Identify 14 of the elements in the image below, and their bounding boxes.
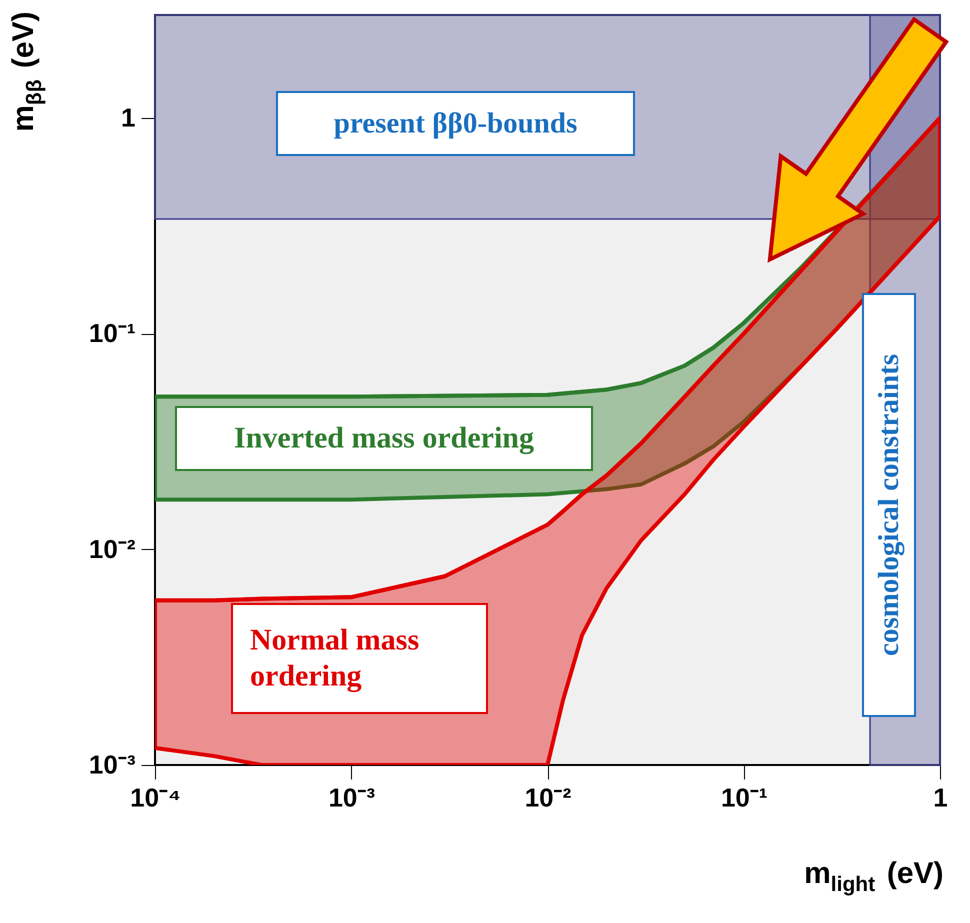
x-tick-label: 10⁻¹ (720, 782, 768, 812)
x-tick-label: 10⁻² (524, 782, 572, 812)
x-tick-label: 10⁻⁴ (130, 782, 181, 812)
band-label: cosmological constraints (873, 354, 905, 656)
y-tick-label: 1 (121, 102, 136, 132)
y-tick-label: 10⁻¹ (88, 318, 136, 348)
series-label: Inverted mass ordering (234, 422, 534, 454)
band-label: present ββ0-bounds (334, 108, 578, 140)
x-tick-label: 10⁻³ (328, 782, 376, 812)
series-label: Normal mass ordering (250, 624, 420, 692)
y-tick-label: 10⁻² (88, 534, 136, 564)
x-tick-label: 1 (933, 782, 948, 812)
y-axis-title: mββ (eV) (7, 11, 46, 132)
y-tick-label: 10⁻³ (88, 750, 136, 780)
